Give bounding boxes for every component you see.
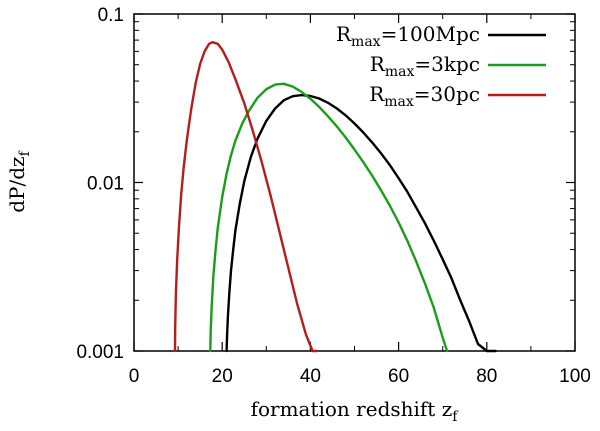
y-tick-label: 0.001	[76, 342, 124, 363]
series-group	[173, 41, 497, 353]
legend-label-prefix: R	[336, 22, 352, 46]
y-tick-label: 0.01	[87, 174, 124, 195]
legend-label-suffix: =100Mpc	[381, 22, 480, 46]
ticks-group: 0 20 40 60 80 100 0.001 0.01 0.1	[76, 5, 590, 387]
y-axis-title: dP/dzf	[5, 149, 33, 212]
x-tick-label: 0	[129, 366, 140, 387]
x-tick-label: 20	[212, 366, 233, 387]
series-line-2	[173, 41, 319, 353]
legend-label-suffix: =3kpc	[414, 52, 480, 76]
legend-label-prefix: R	[370, 52, 386, 76]
x-tick-label: 40	[300, 366, 321, 387]
x-tick-label: 80	[476, 366, 497, 387]
legend-label-subscript: max	[384, 94, 414, 110]
y-axis-title-subscript: f	[17, 149, 33, 156]
y-tick-label: 0.1	[98, 5, 124, 26]
legend-label-subscript: max	[351, 34, 381, 50]
series-line-1	[209, 82, 449, 353]
series-line-0	[225, 93, 497, 353]
legend-label: Rmax=3kpc	[370, 52, 480, 80]
x-tick-label: 100	[559, 366, 591, 387]
legend-label-suffix: =30pc	[414, 82, 480, 106]
x-tick-label: 60	[388, 366, 409, 387]
legend-label: Rmax=100Mpc	[336, 22, 480, 50]
legend-label-subscript: max	[385, 64, 415, 80]
x-axis-title: formation redshift zf	[251, 397, 460, 425]
legend-label-prefix: R	[369, 82, 385, 106]
y-axis-title-main: dP/dz	[5, 156, 29, 212]
x-axis-title-subscript: f	[452, 409, 459, 425]
legend-label: Rmax=30pc	[369, 82, 480, 110]
x-axis-title-main: formation redshift z	[251, 397, 453, 421]
